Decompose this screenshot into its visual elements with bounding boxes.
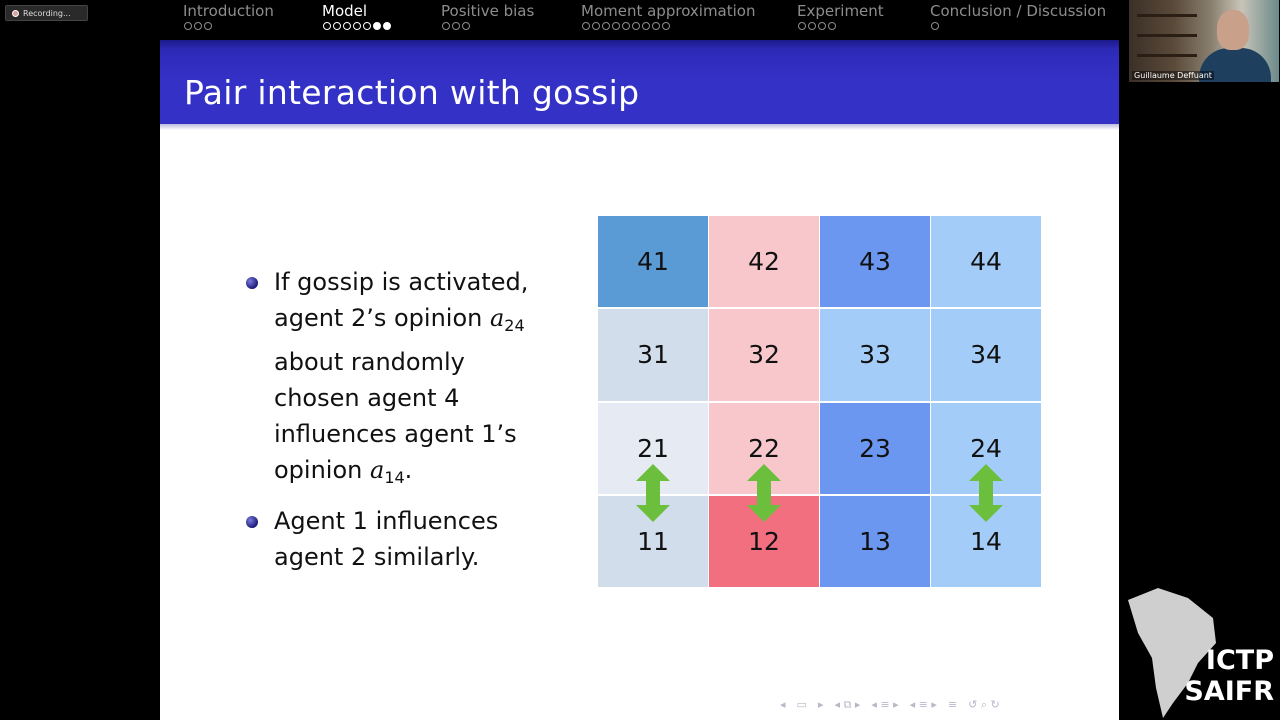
grid-cell: 33 [820, 309, 930, 401]
nav-frame-dots[interactable] [184, 22, 212, 30]
frame-dot[interactable] [931, 22, 939, 30]
nav-frame-dots[interactable] [931, 22, 939, 30]
frame-dot[interactable] [602, 22, 610, 30]
frame-dot[interactable] [343, 22, 351, 30]
frame-dot[interactable] [462, 22, 470, 30]
slide: Introduction Model Positive bias Moment app… [160, 0, 1119, 720]
bullet-item-agent1: Agent 1 influences agent 2 similarly. [244, 503, 564, 575]
nav-left-icon[interactable]: ◂ [780, 698, 786, 711]
nav-frame-dots[interactable] [323, 22, 391, 30]
person-body [1199, 48, 1271, 82]
frame-dot[interactable] [592, 22, 600, 30]
frame-icon[interactable]: ▭ [796, 698, 807, 711]
frame-dot[interactable] [323, 22, 331, 30]
grid-cell: 31 [598, 309, 708, 401]
frame-dot[interactable] [333, 22, 341, 30]
recording-icon [12, 9, 19, 17]
frame-dot[interactable] [194, 22, 202, 30]
nav-section-3[interactable]: Moment approximation [581, 2, 756, 20]
bullet-line: agent 2’s opinion a24 [274, 304, 525, 335]
person-head [1217, 10, 1249, 50]
double-arrow-icon [969, 463, 1003, 522]
nav-section-0[interactable]: Introduction [183, 2, 274, 20]
section-navigation-bar: Introduction Model Positive bias Moment app… [160, 0, 1119, 40]
frame-dot[interactable] [632, 22, 640, 30]
logo-text: ICTP [1205, 645, 1274, 676]
nav-frame-dots[interactable] [442, 22, 470, 30]
grid-cell: 41 [598, 216, 708, 308]
frame-dot[interactable] [662, 22, 670, 30]
bullet-line: chosen agent 4 [274, 384, 460, 412]
math-variable: a [370, 456, 385, 484]
bullet-icon [246, 277, 258, 289]
participant-name: Guillaume Deffuant [1132, 71, 1214, 80]
menu-icon[interactable]: ≡ [947, 698, 958, 711]
frame-dot[interactable] [642, 22, 650, 30]
frame-dot[interactable] [622, 22, 630, 30]
subsection-icon[interactable]: ◂ ⧉ ▸ [834, 698, 861, 711]
grid-cell: 23 [820, 402, 930, 494]
bullet-item-gossip: If gossip is activated, agent 2’s opinio… [244, 264, 564, 496]
bullet-line: Agent 1 influences [274, 507, 499, 535]
recording-indicator[interactable]: Recording... [5, 5, 88, 21]
section-icon[interactable]: ◂ ≡ ▸ [871, 698, 899, 711]
frame-dot[interactable] [828, 22, 836, 30]
grid-cell: 42 [709, 216, 819, 308]
webcam-video: Guillaume Deffuant [1129, 0, 1279, 82]
frame-dot[interactable] [442, 22, 450, 30]
frame-dot[interactable] [818, 22, 826, 30]
bullet-line: agent 2 similarly. [274, 543, 480, 571]
bullet-line: opinion a14. [274, 456, 413, 487]
nav-section-5[interactable]: Conclusion / Discussion [930, 2, 1107, 20]
frame-dot[interactable] [612, 22, 620, 30]
beamer-navigation-controls[interactable]: ◂ ▭ ▸ ◂ ⧉ ▸ ◂ ≡ ▸ ◂ ≡ ▸ ≡ ↺ ⌕ ↻ [780, 698, 1000, 712]
math-subscript: 14 [384, 468, 405, 487]
bullet-line: about randomly [274, 348, 465, 376]
grid-cell: 43 [820, 216, 930, 308]
nav-section-4[interactable]: Experiment [797, 2, 884, 20]
nav-section-2[interactable]: Positive bias [441, 2, 535, 20]
math-subscript: 24 [504, 316, 525, 335]
frame-dot[interactable] [204, 22, 212, 30]
bullet-icon [246, 516, 258, 528]
nav-frame-dots[interactable] [798, 22, 836, 30]
subsubsection-icon[interactable]: ◂ ≡ ▸ [909, 698, 937, 711]
grid-cell: 11 [598, 495, 708, 587]
grid-cell: 34 [931, 309, 1041, 401]
math-variable: a [489, 304, 505, 332]
nav-right-icon[interactable]: ▸ [817, 698, 824, 711]
frame-dot[interactable] [184, 22, 192, 30]
frame-dot[interactable] [353, 22, 361, 30]
title-bar: Pair interaction with gossip [160, 40, 1119, 130]
frame-dot[interactable] [452, 22, 460, 30]
bullet-list: If gossip is activated, agent 2’s opinio… [244, 264, 564, 582]
search-back-icon[interactable]: ↺ ⌕ ↻ [968, 698, 1000, 711]
frame-dot[interactable] [383, 22, 391, 30]
frame-dot[interactable] [582, 22, 590, 30]
bullet-line: If gossip is activated, [274, 268, 529, 296]
double-arrow-icon [636, 463, 670, 522]
nav-section-1[interactable]: Model [322, 2, 368, 20]
double-arrow-icon [747, 463, 781, 522]
grid-cell: 32 [709, 309, 819, 401]
frame-dot[interactable] [652, 22, 660, 30]
bullet-line: influences agent 1’s [274, 420, 517, 448]
frame-dot[interactable] [363, 22, 371, 30]
frame-dot[interactable] [798, 22, 806, 30]
south-america-map-icon [1128, 588, 1216, 718]
frame-dot[interactable] [808, 22, 816, 30]
logo-text: SAIFR [1184, 676, 1274, 707]
grid-cell: 44 [931, 216, 1041, 308]
agent-opinion-grid: 41 42 43 44 31 32 33 34 21 22 23 24 11 12 13 14 [598, 216, 1042, 589]
frame-dot[interactable] [373, 22, 381, 30]
nav-frame-dots[interactable] [582, 22, 670, 30]
recording-label: Recording... [23, 8, 71, 18]
slide-title: Pair interaction with gossip [184, 73, 640, 112]
grid-cell: 13 [820, 495, 930, 587]
